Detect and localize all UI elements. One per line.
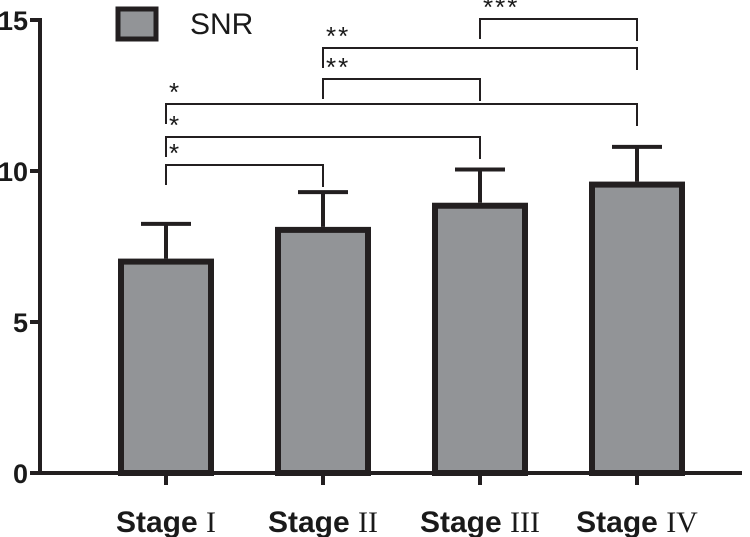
significance-label-3: * [169,77,181,107]
significance-bracket-3 [165,103,638,126]
significance-layer: ********** [165,0,638,187]
significance-label-6: *** [483,0,519,22]
bar-1 [118,258,214,476]
significance-label-5: ** [326,21,350,51]
y-tick-label-10: 10 [0,157,28,187]
x-tick-label-roman: II [358,506,378,537]
bar-3 [432,202,528,476]
y-tick-label-0: 0 [13,459,28,489]
x-tick-label-roman: IV [666,506,698,537]
error-bars-layer [141,144,662,259]
legend: SNR [115,6,253,42]
significance-bracket-4 [322,78,481,101]
significance-label-4: ** [326,52,350,82]
significance-bracket-5 [322,47,638,70]
x-tick-label-1: Stage I [116,506,216,537]
x-tick-label-3: Stage III [420,506,540,537]
x-tick-label-prefix: Stage [420,506,510,537]
x-tick-label-4: Stage IV [576,506,698,537]
x-tick-label-prefix: Stage [576,506,666,537]
legend-label: SNR [190,8,253,41]
x-tick-label-prefix: Stage [268,506,358,537]
bar-4 [589,181,685,476]
x-tick-label-2: Stage II [268,506,378,537]
bars-layer [118,181,685,476]
x-tick-label-roman: I [206,506,216,537]
bar-2 [275,226,371,476]
y-tick-label-5: 5 [13,308,28,338]
y-tick-label-15: 15 [0,6,28,36]
significance-bracket-6 [479,18,638,41]
significance-label-2: * [169,110,181,140]
x-tick-label-prefix: Stage [116,506,206,537]
x-tick-label-roman: III [510,506,540,537]
significance-label-1: * [169,138,181,168]
significance-bracket-1 [165,164,324,187]
significance-bracket-2 [165,136,481,159]
legend-swatch [115,6,159,42]
